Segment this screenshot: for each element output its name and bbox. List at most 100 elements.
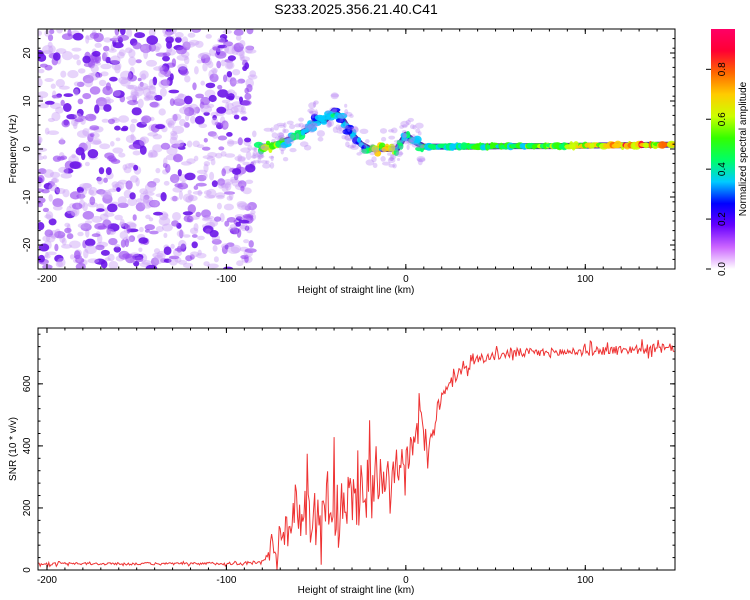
noise-blob bbox=[104, 51, 109, 58]
noise-blob bbox=[154, 94, 163, 101]
noise-blob bbox=[206, 103, 215, 109]
signal-halo-blob bbox=[252, 160, 256, 167]
colorbar-tick-label: 0.6 bbox=[717, 112, 728, 126]
noise-blob bbox=[245, 179, 254, 184]
noise-blob bbox=[96, 176, 102, 182]
noise-blob bbox=[161, 213, 169, 218]
noise-blob bbox=[239, 50, 245, 59]
noise-blob bbox=[229, 77, 237, 87]
noise-blob bbox=[120, 78, 131, 87]
noise-blob bbox=[135, 177, 140, 187]
signal-halo-blob bbox=[298, 117, 304, 122]
noise-blob bbox=[98, 167, 105, 175]
signal-halo-blob bbox=[393, 139, 403, 143]
signal-halo-blob bbox=[341, 125, 351, 130]
noise-blob bbox=[84, 245, 97, 255]
noise-blob bbox=[95, 97, 108, 107]
noise-blob bbox=[133, 86, 146, 92]
noise-blob bbox=[152, 76, 158, 86]
noise-blob bbox=[242, 187, 252, 195]
noise-blob bbox=[42, 235, 51, 242]
noise-blob bbox=[55, 106, 64, 114]
noise-blob bbox=[191, 241, 198, 249]
noise-blob bbox=[170, 196, 179, 202]
noise-blob bbox=[129, 94, 140, 99]
y-tick-label: 0 bbox=[22, 567, 33, 573]
noise-blob bbox=[100, 249, 110, 256]
noise-blob bbox=[181, 180, 186, 186]
signal-halo-blob bbox=[253, 160, 260, 164]
noise-blob bbox=[118, 76, 129, 85]
noise-blob bbox=[96, 72, 103, 78]
noise-blob bbox=[178, 239, 187, 250]
noise-blob bbox=[239, 40, 246, 48]
noise-blob bbox=[144, 85, 156, 90]
noise-blob bbox=[38, 103, 49, 109]
noise-blob bbox=[44, 78, 54, 82]
x-tick-label: -200 bbox=[37, 575, 57, 586]
noise-blob bbox=[226, 195, 233, 201]
noise-blob bbox=[116, 51, 125, 59]
snr-x-axis-label: Height of straight line (km) bbox=[298, 585, 415, 596]
noise-blob bbox=[192, 140, 200, 148]
noise-blob bbox=[130, 175, 139, 183]
signal-halo-blob bbox=[365, 159, 375, 166]
noise-blob bbox=[83, 248, 89, 259]
noise-blob bbox=[82, 74, 94, 84]
noise-blob bbox=[209, 230, 219, 238]
snr-plot-area bbox=[38, 328, 675, 570]
signal-halo-blob bbox=[268, 155, 275, 159]
signal-halo-blob bbox=[250, 155, 258, 159]
noise-blob bbox=[196, 169, 208, 174]
noise-blob bbox=[76, 186, 84, 193]
noise-blob bbox=[103, 45, 110, 52]
noise-blob bbox=[38, 188, 45, 193]
noise-blob bbox=[59, 137, 64, 145]
noise-blob bbox=[110, 55, 121, 65]
signal-halo-blob bbox=[387, 152, 392, 156]
signal-blob bbox=[342, 128, 353, 135]
signal-halo-blob bbox=[400, 120, 410, 127]
noise-blob bbox=[76, 81, 85, 88]
noise-blob bbox=[233, 42, 244, 53]
noise-blob bbox=[131, 91, 140, 96]
noise-blob bbox=[73, 88, 79, 97]
noise-blob bbox=[85, 141, 92, 151]
noise-blob bbox=[162, 52, 171, 57]
noise-blob bbox=[182, 193, 194, 203]
noise-blob bbox=[100, 190, 108, 198]
noise-blob bbox=[203, 111, 210, 116]
noise-blob bbox=[84, 78, 93, 88]
noise-blob bbox=[87, 258, 100, 264]
noise-blob bbox=[205, 82, 216, 89]
noise-blob bbox=[230, 229, 237, 235]
noise-blob bbox=[133, 164, 139, 171]
signal-halo-blob bbox=[379, 128, 388, 134]
noise-blob bbox=[43, 254, 51, 259]
spectrogram-y-axis-label: Frequency (Hz) bbox=[8, 115, 19, 184]
noise-blob bbox=[212, 114, 217, 121]
noise-blob bbox=[47, 41, 53, 49]
noise-blob bbox=[153, 178, 161, 184]
noise-blob bbox=[242, 213, 254, 219]
signal-halo-blob bbox=[298, 122, 304, 128]
signal-halo-blob bbox=[257, 157, 262, 164]
noise-blob bbox=[144, 191, 155, 196]
noise-blob bbox=[38, 196, 46, 204]
noise-blob bbox=[237, 180, 247, 189]
noise-blob bbox=[148, 199, 161, 208]
noise-blob bbox=[116, 187, 121, 193]
noise-blob bbox=[240, 56, 250, 62]
noise-blob bbox=[217, 180, 224, 189]
noise-blob bbox=[173, 154, 183, 163]
noise-blob bbox=[162, 79, 170, 86]
noise-blob bbox=[119, 231, 128, 240]
signal-halo-blob bbox=[289, 124, 296, 130]
signal-halo-blob bbox=[388, 164, 396, 168]
noise-blob bbox=[161, 223, 173, 232]
signal-halo-blob bbox=[277, 135, 286, 142]
noise-blob bbox=[201, 56, 206, 64]
signal-blob bbox=[335, 118, 345, 123]
noise-blob bbox=[66, 114, 77, 120]
signal-halo-blob bbox=[390, 153, 397, 160]
